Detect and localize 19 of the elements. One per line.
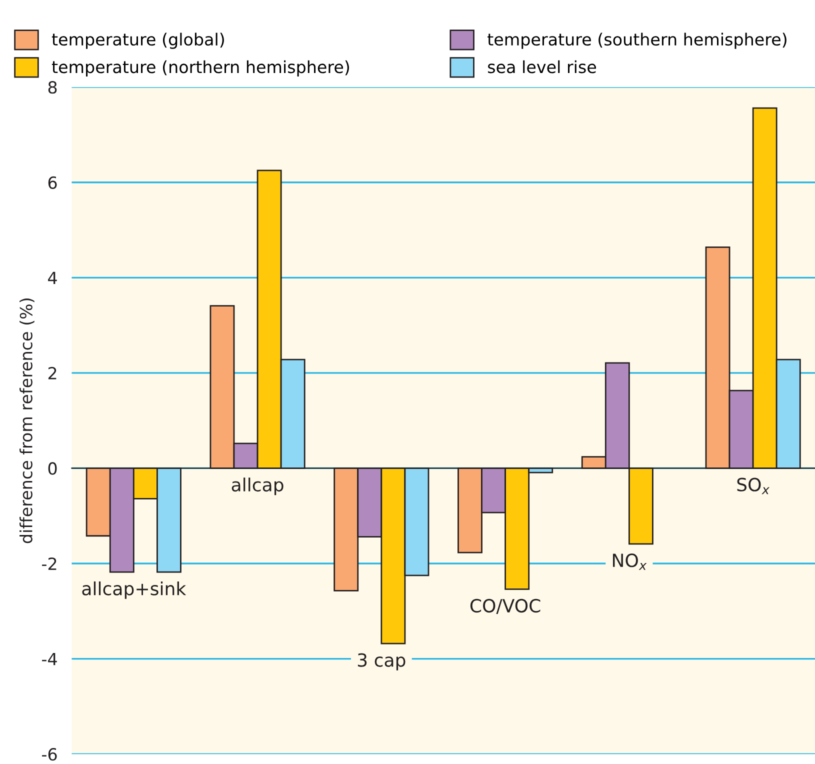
x-tick-label: CO/VOC [470,598,540,614]
legend-label: temperature (global) [52,32,224,49]
x-tick-label: NO$_{x}$ [612,554,647,570]
legend-label: temperature (southern hemisphere) [488,32,786,49]
y-tick-label: 8 [48,81,57,94]
y-tick-label: -4 [42,652,57,666]
y-tick-label: -6 [42,748,57,761]
x-tick-label: allcap [232,478,284,496]
legend-label: sea level rise [488,60,596,74]
y-tick-label: 0 [48,462,57,475]
legend-label: temperature (northern hemisphere) [52,60,349,76]
y-axis-title: difference from reference (%) [20,298,34,544]
y-tick-label: 6 [48,176,57,189]
y-tick-label: 2 [48,366,56,380]
y-tick-label: 4 [48,272,57,284]
x-tick-label: 3 cap [358,653,406,670]
x-tick-label: allcap+sink [82,581,186,599]
x-tick-label: SO$_{x}$ [737,478,770,494]
y-tick-label: -2 [42,557,56,570]
